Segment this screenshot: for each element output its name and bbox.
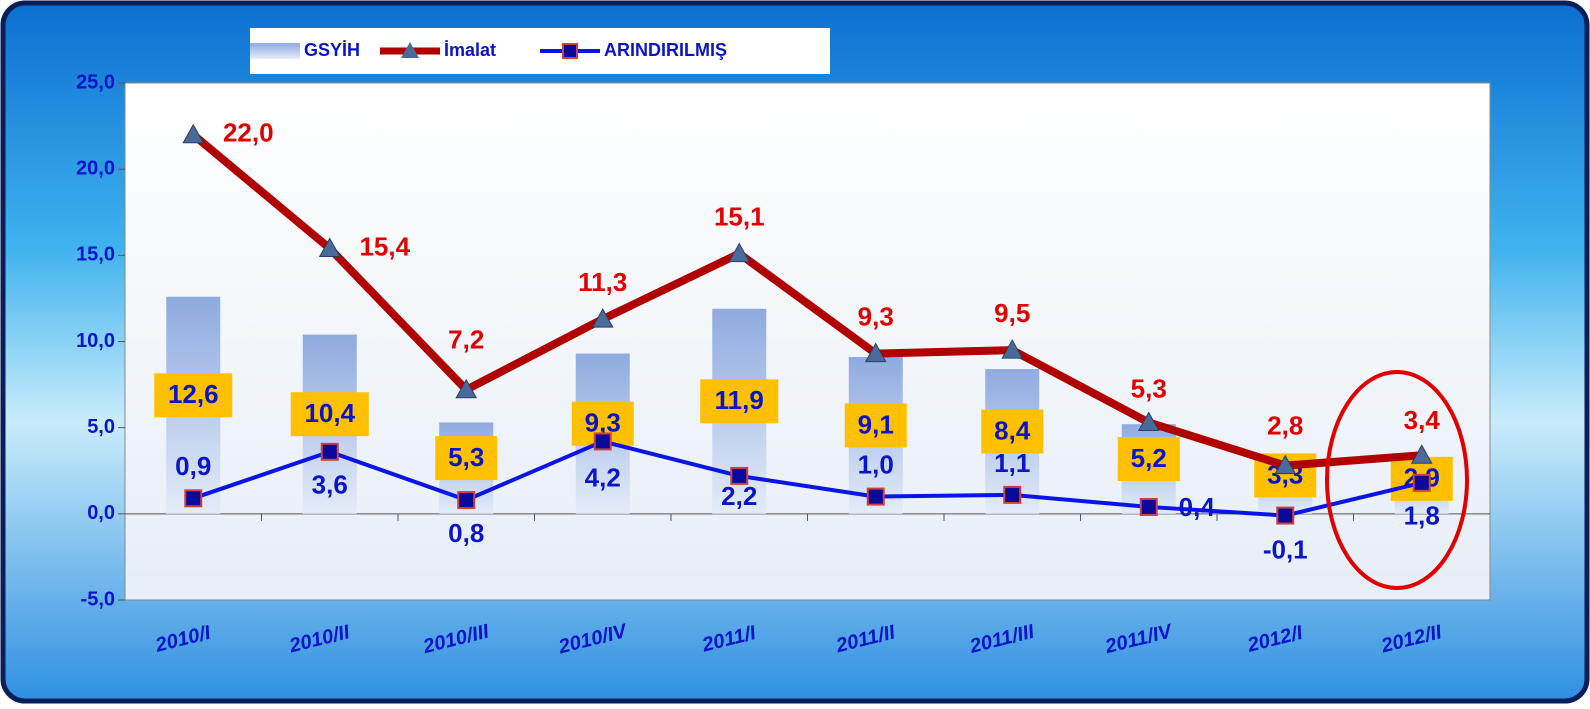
value-label: 5,3 [1131, 373, 1167, 403]
y-tick-label: 25,0 [76, 71, 115, 93]
value-label-box [154, 373, 233, 418]
value-label: 9,5 [994, 298, 1030, 328]
value-label: 22,0 [223, 118, 274, 148]
value-label-box [700, 379, 779, 424]
value-label: 0,9 [175, 451, 211, 481]
value-label: 2,2 [721, 481, 757, 511]
value-label: 15,4 [359, 231, 410, 261]
marker [184, 489, 203, 508]
legend-label: ARINDIRILMIŞ [604, 40, 727, 60]
marker [182, 123, 205, 144]
y-tick-label: 0,0 [87, 502, 115, 524]
highlight-ellipse [1325, 370, 1469, 590]
value-label: 5,2 [1131, 443, 1167, 473]
y-tick-label: 15,0 [76, 244, 115, 266]
value-label-box [981, 409, 1044, 454]
marker [318, 237, 341, 257]
value-label: -0,1 [1263, 534, 1308, 564]
y-tick-label: -5,0 [81, 588, 115, 610]
value-label-box [844, 403, 907, 448]
value-label: 1,0 [858, 449, 894, 479]
value-label: 10,4 [304, 398, 355, 428]
value-label: 1,1 [994, 448, 1030, 478]
value-label: 11,3 [578, 267, 627, 297]
marker [591, 308, 614, 328]
value-label: 4,2 [585, 462, 621, 492]
legend-marker [562, 43, 578, 59]
value-label-box [290, 392, 369, 437]
value-label: 2,8 [1267, 410, 1303, 440]
legend-label: İmalat [444, 40, 496, 60]
value-label: 0,4 [1179, 492, 1216, 522]
y-tick-label: 10,0 [76, 330, 115, 352]
marker [455, 378, 478, 399]
y-tick-label: 20,0 [76, 157, 115, 179]
value-label: 0,8 [448, 518, 484, 548]
value-label: 15,1 [714, 201, 765, 231]
legend-swatch [250, 43, 300, 59]
marker [1276, 506, 1295, 525]
marker [730, 466, 749, 485]
marker [320, 442, 339, 461]
marker [1274, 454, 1297, 475]
marker [457, 491, 476, 510]
value-label: 9,3 [858, 301, 894, 331]
line [192, 439, 1423, 518]
line [190, 131, 1423, 470]
marker [1137, 411, 1160, 431]
value-label-box [435, 436, 498, 481]
y-tick-label: 5,0 [87, 416, 115, 438]
value-label-box [1117, 437, 1180, 482]
marker [728, 242, 751, 263]
value-label: 9,1 [858, 409, 894, 439]
marker [864, 342, 887, 363]
marker [1412, 473, 1431, 492]
marker [1001, 339, 1024, 359]
value-label: 3,4 [1404, 405, 1441, 435]
marker [866, 487, 885, 506]
legend-marker [401, 42, 419, 58]
value-label: 7,2 [448, 325, 484, 355]
value-label: 12,6 [168, 379, 219, 409]
value-label: 11,9 [715, 385, 764, 415]
marker [1139, 497, 1158, 516]
value-label: 3,6 [312, 470, 348, 500]
value-label: 1,8 [1404, 501, 1440, 531]
value-label: 8,4 [994, 415, 1031, 445]
legend-label: GSYİH [304, 40, 360, 60]
marker [1410, 444, 1433, 464]
value-label: 5,3 [448, 442, 484, 472]
marker [593, 432, 612, 451]
marker [1003, 485, 1022, 504]
